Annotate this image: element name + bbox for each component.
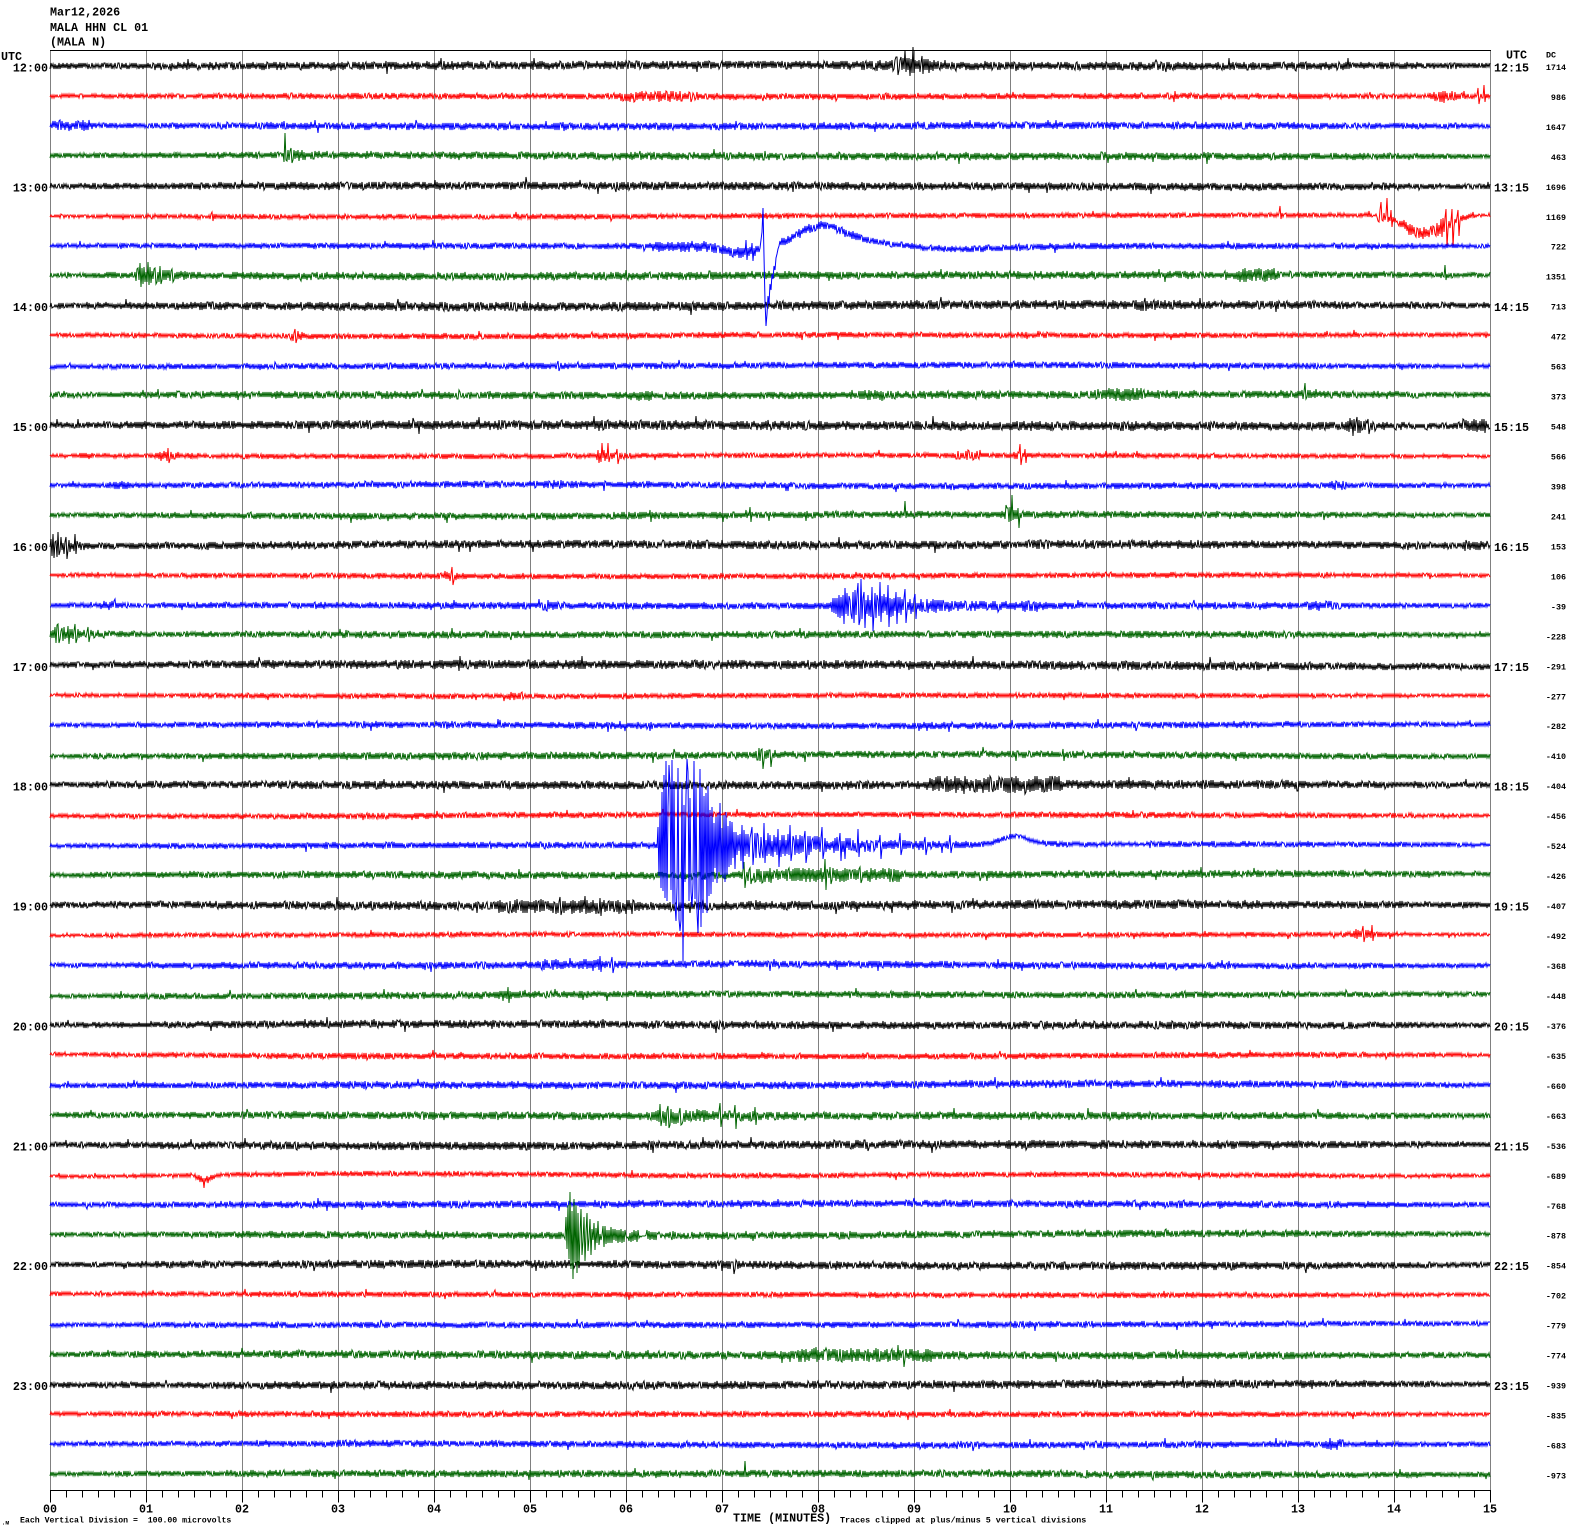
svg-text:241: 241	[1551, 512, 1566, 522]
svg-text:-774: -774	[1546, 1352, 1566, 1362]
svg-text:23:00: 23:00	[13, 1380, 48, 1394]
svg-text:-683: -683	[1546, 1442, 1566, 1452]
svg-text:12:00: 12:00	[13, 61, 48, 75]
svg-text:153: 153	[1551, 542, 1566, 552]
svg-text:1714: 1714	[1546, 63, 1566, 73]
svg-text:-635: -635	[1546, 1052, 1566, 1062]
svg-text:472: 472	[1551, 333, 1566, 343]
svg-text:16:15: 16:15	[1494, 541, 1529, 555]
svg-text:-228: -228	[1546, 632, 1566, 642]
svg-text:14: 14	[1387, 1503, 1401, 1517]
svg-text:-448: -448	[1546, 992, 1566, 1002]
svg-text:11: 11	[1099, 1503, 1113, 1517]
svg-text:03: 03	[331, 1503, 345, 1517]
svg-text:02: 02	[235, 1503, 249, 1517]
svg-text:07: 07	[715, 1503, 729, 1517]
svg-text:-663: -663	[1546, 1112, 1566, 1122]
svg-text:18:15: 18:15	[1494, 781, 1529, 795]
svg-text:-973: -973	[1546, 1472, 1566, 1482]
svg-text:-835: -835	[1546, 1412, 1566, 1422]
svg-text:17:15: 17:15	[1494, 661, 1529, 675]
svg-text:Traces clipped at plus/minus 5: Traces clipped at plus/minus 5 vertical …	[840, 1516, 1086, 1526]
svg-text:-456: -456	[1546, 812, 1566, 822]
svg-text:19:15: 19:15	[1494, 901, 1529, 915]
svg-text:373: 373	[1551, 393, 1566, 403]
svg-text:22:00: 22:00	[13, 1260, 48, 1274]
svg-text:19:00: 19:00	[13, 901, 48, 915]
svg-text:12: 12	[1195, 1503, 1209, 1517]
svg-text:548: 548	[1551, 423, 1566, 433]
svg-text:Each Vertical Division = 100.: Each Vertical Division = 100.00 microvol…	[20, 1516, 231, 1526]
svg-text:-404: -404	[1546, 782, 1566, 792]
svg-text:986: 986	[1551, 93, 1566, 103]
svg-text:1169: 1169	[1546, 213, 1566, 223]
svg-text:-407: -407	[1546, 902, 1566, 912]
svg-text:(MALA N): (MALA N)	[50, 36, 106, 50]
svg-text:1351: 1351	[1546, 273, 1566, 283]
svg-text:-410: -410	[1546, 752, 1566, 762]
svg-text:713: 713	[1551, 303, 1566, 313]
svg-text:04: 04	[427, 1503, 441, 1517]
svg-text:20:15: 20:15	[1494, 1020, 1529, 1034]
svg-text:05: 05	[523, 1503, 537, 1517]
svg-text:08: 08	[811, 1503, 825, 1517]
svg-text:12:15: 12:15	[1494, 61, 1529, 75]
svg-text:16:00: 16:00	[13, 541, 48, 555]
svg-text:463: 463	[1551, 153, 1566, 163]
svg-text:-878: -878	[1546, 1232, 1566, 1242]
svg-text:.м: .м	[2, 1519, 10, 1526]
svg-text:1647: 1647	[1546, 123, 1566, 133]
svg-text:13:15: 13:15	[1494, 181, 1529, 195]
svg-text:UTC: UTC	[1506, 49, 1527, 63]
svg-text:1696: 1696	[1546, 183, 1566, 193]
svg-text:00: 00	[43, 1503, 57, 1517]
svg-text:15: 15	[1483, 1503, 1497, 1517]
svg-text:MALA HHN CL 01: MALA HHN CL 01	[50, 21, 148, 35]
svg-text:21:15: 21:15	[1494, 1140, 1529, 1154]
svg-text:21:00: 21:00	[13, 1140, 48, 1154]
svg-text:-39: -39	[1551, 602, 1566, 612]
svg-text:Mar12,2026: Mar12,2026	[50, 6, 120, 20]
svg-text:-492: -492	[1546, 932, 1566, 942]
svg-text:722: 722	[1551, 243, 1566, 253]
svg-text:-660: -660	[1546, 1082, 1566, 1092]
svg-text:-376: -376	[1546, 1022, 1566, 1032]
svg-text:14:00: 14:00	[13, 301, 48, 315]
svg-text:-689: -689	[1546, 1172, 1566, 1182]
svg-text:-779: -779	[1546, 1322, 1566, 1332]
svg-text:-426: -426	[1546, 872, 1566, 882]
svg-text:13:00: 13:00	[13, 181, 48, 195]
svg-text:15:15: 15:15	[1494, 421, 1529, 435]
svg-text:13: 13	[1291, 1503, 1305, 1517]
svg-text:06: 06	[619, 1503, 633, 1517]
svg-text:17:00: 17:00	[13, 661, 48, 675]
svg-text:398: 398	[1551, 483, 1566, 493]
svg-text:566: 566	[1551, 453, 1566, 463]
svg-text:22:15: 22:15	[1494, 1260, 1529, 1274]
svg-text:14:15: 14:15	[1494, 301, 1529, 315]
svg-text:-854: -854	[1546, 1262, 1566, 1272]
svg-text:15:00: 15:00	[13, 421, 48, 435]
svg-text:20:00: 20:00	[13, 1020, 48, 1034]
svg-text:-939: -939	[1546, 1382, 1566, 1392]
svg-text:23:15: 23:15	[1494, 1380, 1529, 1394]
svg-text:UTC: UTC	[1, 50, 22, 64]
svg-text:-368: -368	[1546, 962, 1566, 972]
svg-text:106: 106	[1551, 572, 1566, 582]
svg-text:-536: -536	[1546, 1142, 1566, 1152]
svg-text:563: 563	[1551, 363, 1566, 373]
svg-text:TIME (MINUTES): TIME (MINUTES)	[733, 1512, 831, 1526]
svg-text:-291: -291	[1546, 662, 1566, 672]
svg-text:-524: -524	[1546, 842, 1566, 852]
svg-text:09: 09	[907, 1503, 921, 1517]
svg-text:-702: -702	[1546, 1292, 1566, 1302]
svg-text:01: 01	[139, 1503, 153, 1517]
svg-text:-768: -768	[1546, 1202, 1566, 1212]
svg-text:-277: -277	[1546, 692, 1566, 702]
svg-text:18:00: 18:00	[13, 781, 48, 795]
svg-text:-282: -282	[1546, 722, 1566, 732]
svg-text:DC: DC	[1546, 51, 1556, 61]
svg-text:10: 10	[1003, 1503, 1017, 1517]
